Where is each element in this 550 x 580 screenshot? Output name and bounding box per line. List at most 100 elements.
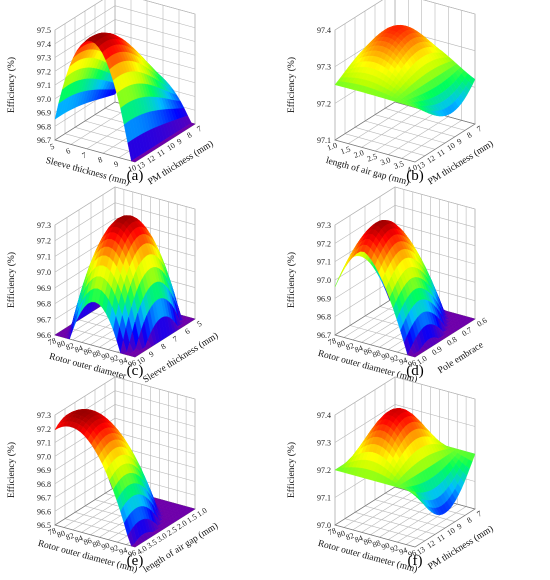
efficiency-surface <box>334 220 476 358</box>
x-tick-label: 9 <box>113 159 120 169</box>
x-tick-label: 88 <box>371 348 382 359</box>
x-tick-label: 92 <box>389 353 400 364</box>
z-tick-label: 97.2 <box>37 67 51 76</box>
surface-chart-b: 97.1 97.2 97.3 97.4 Efficiency (%) 1.0 1.5 2.0 2… <box>286 0 495 188</box>
y-tick-label: 13 <box>415 545 427 557</box>
z-tick-label: 96.7 <box>37 494 51 503</box>
x-tick-label: 94 <box>398 356 409 367</box>
z-tick-label: 97.0 <box>37 268 51 277</box>
z-axis: 96.7 96.8 96.9 97.0 97.1 97.2 97.3 Efficiency (… <box>286 221 331 340</box>
x-tick-label: 90 <box>100 541 111 552</box>
x-tick-label: 86 <box>362 346 373 357</box>
y-tick-label: 10 <box>165 141 177 153</box>
panel-caption: (c) <box>126 363 144 379</box>
z-tick-label: 97.2 <box>37 237 51 246</box>
x-tick-label: 3.5 <box>393 159 405 171</box>
panel-caption: (d) <box>406 363 424 379</box>
y-tick-label: 8 <box>159 342 167 352</box>
x-tick-label: 80 <box>336 338 347 349</box>
y-tick-label: 6 <box>183 327 191 337</box>
z-tick-label: 96.7 <box>317 331 331 340</box>
surface-chart-e: 96.5 96.6 96.7 96.8 96.9 97.0 97.1 97.2 97.3 Effi… <box>6 376 220 575</box>
z-tick-label: 96.9 <box>37 109 51 118</box>
z-axis-label: Efficiency (%) <box>6 442 17 498</box>
z-axis: 96.7 96.8 96.9 97.0 97.1 97.2 97.3 97.4 97.5 Effi… <box>6 26 51 145</box>
z-tick-label: 97.3 <box>317 439 331 448</box>
y-tick-label: 7 <box>475 509 483 519</box>
x-tick-label: 96 <box>407 548 418 559</box>
x-tick-label: 78 <box>327 336 338 347</box>
efficiency-surface <box>334 24 476 117</box>
z-tick-label: 96.9 <box>37 284 51 293</box>
y-tick-label: 4.0 <box>135 544 148 557</box>
x-tick-label: 6 <box>65 146 72 156</box>
z-tick-label: 96.8 <box>37 480 51 489</box>
x-tick-label: 10 <box>127 163 138 174</box>
efficiency-surface <box>54 32 196 163</box>
x-tick-label: 1.5 <box>339 144 351 156</box>
z-tick-label: 96.8 <box>317 313 331 322</box>
z-tick-label: 97.3 <box>37 221 51 230</box>
z-tick-label: 96.9 <box>37 466 51 475</box>
x-tick-label: 84 <box>354 533 365 544</box>
z-axis-label: Efficiency (%) <box>6 57 17 113</box>
z-axis: 96.5 96.6 96.7 96.8 96.9 97.0 97.1 97.2 97.3 Effi… <box>6 411 51 530</box>
y-tick-label: 7 <box>195 124 203 134</box>
z-axis: 97.0 97.1 97.2 97.3 97.4 Efficiency (%) <box>286 411 331 530</box>
y-tick-label: 7 <box>171 334 179 344</box>
z-tick-label: 97.1 <box>37 252 51 261</box>
z-tick-label: 97.3 <box>37 54 51 63</box>
z-tick-label: 97.1 <box>317 494 331 503</box>
x-tick-label: 86 <box>82 536 93 547</box>
x-tick-label: 78 <box>47 336 58 347</box>
y-tick-label: 0.7 <box>460 325 473 338</box>
y-tick-label: 9 <box>175 137 183 147</box>
z-tick-label: 97.5 <box>37 26 51 35</box>
x-tick-label: 80 <box>336 528 347 539</box>
x-tick-label: 96 <box>407 358 418 369</box>
y-tick-label: 11 <box>155 147 166 159</box>
chart-panel-c: 96.6 96.7 96.8 96.9 97.0 97.1 97.2 97.3 Efficien… <box>0 186 270 390</box>
x-tick-label: 84 <box>74 343 85 354</box>
x-tick-label: 7 <box>81 151 88 161</box>
efficiency-surface <box>54 215 196 358</box>
x-tick-label: 88 <box>91 538 102 549</box>
x-tick-label: 96 <box>127 358 138 369</box>
z-tick-label: 97.3 <box>317 221 331 230</box>
y-tick-label: 3.5 <box>145 537 158 550</box>
x-tick-label: 82 <box>65 341 76 352</box>
y-tick-label: 1.5 <box>185 512 198 525</box>
z-tick-label: 97.3 <box>317 63 331 72</box>
y-tick-label: 3.0 <box>155 531 168 544</box>
z-tick-label: 97.4 <box>37 40 51 49</box>
z-tick-label: 97.2 <box>317 239 331 248</box>
x-tick-label: 90 <box>380 541 391 552</box>
x-tick-label: 92 <box>109 353 120 364</box>
efficiency-surface <box>54 409 196 548</box>
x-tick-label: 84 <box>354 343 365 354</box>
y-tick-label: 8 <box>185 130 193 140</box>
z-axis: 97.1 97.2 97.3 97.4 Efficiency (%) <box>286 26 331 145</box>
z-tick-label: 96.7 <box>37 136 51 145</box>
chart-panel-a: 96.7 96.8 96.9 97.0 97.1 97.2 97.3 97.4 97.5 Effi… <box>0 0 270 195</box>
z-axis-label: Efficiency (%) <box>286 57 297 113</box>
z-tick-label: 96.8 <box>37 122 51 131</box>
z-tick-label: 96.6 <box>37 507 51 516</box>
y-tick-label: 13 <box>415 160 427 172</box>
z-axis-label: Efficiency (%) <box>6 252 17 308</box>
x-tick-label: 90 <box>380 351 391 362</box>
y-tick-label: 2.0 <box>175 518 188 531</box>
z-tick-label: 97.0 <box>317 521 331 530</box>
surface-chart-a: 96.7 96.8 96.9 97.0 97.1 97.2 97.3 97.4 97.5 Effi… <box>6 0 215 188</box>
panel-caption: (e) <box>126 553 144 569</box>
z-tick-label: 97.0 <box>317 276 331 285</box>
y-tick-label: 8 <box>465 515 473 525</box>
z-tick-label: 97.1 <box>317 258 331 267</box>
z-tick-label: 97.1 <box>317 136 331 145</box>
y-tick-label: 1.0 <box>415 354 428 367</box>
z-axis-label: Efficiency (%) <box>286 442 297 498</box>
y-tick-label: 7 <box>475 124 483 134</box>
y-tick-label: 9 <box>455 522 463 532</box>
z-tick-label: 96.6 <box>37 331 51 340</box>
x-tick-label: 84 <box>74 533 85 544</box>
